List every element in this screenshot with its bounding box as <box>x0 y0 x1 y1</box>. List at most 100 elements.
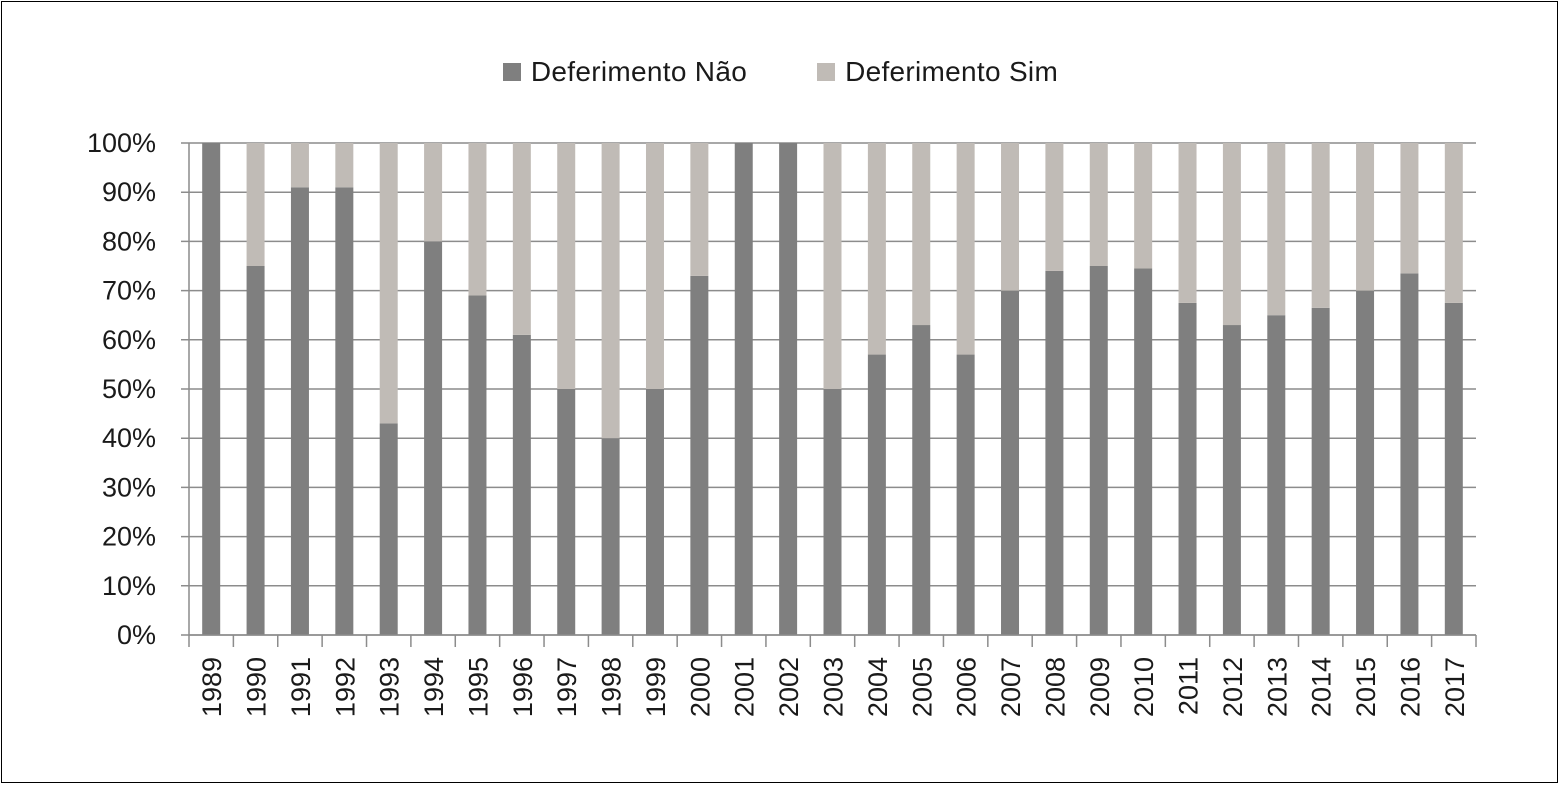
x-tick-label: 1997 <box>552 657 582 717</box>
x-tick-label: 2004 <box>863 657 893 717</box>
y-tick-label: 100% <box>87 128 156 158</box>
x-tick-label: 1993 <box>375 657 405 717</box>
bar-nao-2008 <box>1045 270 1064 635</box>
bar-nao-2010 <box>1134 268 1153 635</box>
bar-nao-2007 <box>1001 290 1020 635</box>
x-tick-label: 2013 <box>1262 657 1292 717</box>
bar-nao-2003 <box>823 389 842 635</box>
legend-swatch-sim <box>817 63 836 81</box>
y-tick-label: 70% <box>102 276 156 306</box>
x-tick-label: 2015 <box>1351 657 1381 717</box>
bar-nao-1996 <box>512 334 531 635</box>
x-tick-label: 2008 <box>1040 657 1070 717</box>
x-tick-label: 1991 <box>286 657 316 717</box>
bar-nao-1997 <box>557 389 576 635</box>
bar-sim-1998 <box>601 143 620 439</box>
bar-sim-1990 <box>246 143 265 266</box>
y-tick-label: 30% <box>102 472 156 502</box>
bar-nao-2012 <box>1222 325 1241 635</box>
x-tick-label: 2003 <box>819 657 849 717</box>
bar-nao-1990 <box>246 266 265 635</box>
bar-nao-2014 <box>1311 307 1330 635</box>
bar-sim-2014 <box>1311 143 1330 308</box>
bar-sim-1991 <box>290 143 309 188</box>
bar-sim-2010 <box>1134 143 1153 269</box>
x-tick-label: 2006 <box>952 657 982 717</box>
bar-sim-2003 <box>823 143 842 389</box>
bar-sim-2016 <box>1400 143 1419 274</box>
bar-nao-1995 <box>468 295 487 635</box>
bar-nao-2000 <box>690 275 709 635</box>
bar-sim-2011 <box>1178 143 1197 303</box>
bar-sim-1999 <box>645 143 664 389</box>
x-tick-label: 1998 <box>597 657 627 717</box>
bars <box>202 143 1463 635</box>
y-axis-ticks: 0% 10% 20% 30% 40% 50% 60% 70% 80% 90% 100% <box>87 128 156 650</box>
bar-sim-1995 <box>468 143 487 296</box>
x-tick-label: 2010 <box>1129 657 1159 717</box>
x-tick-label: 2017 <box>1440 657 1470 717</box>
bar-sim-1993 <box>379 143 398 424</box>
y-tick-label: 50% <box>102 374 156 404</box>
x-tick-label: 2016 <box>1395 657 1425 717</box>
bar-nao-2015 <box>1356 290 1375 635</box>
y-tick-label: 10% <box>102 571 156 601</box>
bar-nao-2005 <box>912 325 931 635</box>
x-axis-ticks: 1989 1990 1991 1992 1993 1994 1995 1996 1997 1998… <box>197 657 1470 717</box>
y-tick-label: 60% <box>102 325 156 355</box>
bar-nao-2009 <box>1089 266 1108 635</box>
x-tick-label: 1996 <box>508 657 538 717</box>
bar-sim-1997 <box>557 143 576 389</box>
bar-sim-2004 <box>867 143 886 355</box>
bar-sim-1994 <box>424 143 443 242</box>
y-tick-label: 80% <box>102 226 156 256</box>
bar-sim-2009 <box>1089 143 1108 266</box>
y-tick-label: 20% <box>102 522 156 552</box>
x-tick-label: 2000 <box>685 657 715 717</box>
bar-nao-2006 <box>956 354 975 635</box>
x-tick-label: 1999 <box>641 657 671 717</box>
bar-nao-1998 <box>601 438 620 635</box>
bar-sim-2015 <box>1356 143 1375 291</box>
legend-swatch-nao <box>502 63 521 81</box>
bar-nao-1993 <box>379 423 398 635</box>
bar-sim-2000 <box>690 143 709 276</box>
bar-nao-2011 <box>1178 302 1197 635</box>
chart-legend: Deferimento Não Deferimento Sim <box>0 52 1561 92</box>
bar-sim-2017 <box>1444 143 1463 303</box>
x-tick-label: 2011 <box>1174 657 1204 715</box>
legend-item-nao: Deferimento Não <box>502 56 748 88</box>
bar-sim-1992 <box>335 143 354 188</box>
x-tick-label: 1995 <box>463 657 493 717</box>
legend-label-nao: Deferimento Não <box>530 56 748 87</box>
y-tick-label: 0% <box>117 620 156 650</box>
bar-nao-1994 <box>424 241 443 635</box>
bar-nao-2002 <box>779 143 798 635</box>
bar-nao-1991 <box>290 187 309 635</box>
bar-nao-2017 <box>1444 302 1463 635</box>
x-tick-label: 2009 <box>1085 657 1115 717</box>
bar-nao-1999 <box>645 389 664 635</box>
x-tick-label: 2005 <box>907 657 937 717</box>
bar-sim-2012 <box>1222 143 1241 326</box>
bar-nao-2004 <box>867 354 886 635</box>
x-tick-label: 2012 <box>1218 657 1248 717</box>
bar-nao-1989 <box>202 143 221 635</box>
x-tick-label: 1990 <box>242 657 272 717</box>
legend-item-sim: Deferimento Sim <box>817 56 1058 88</box>
bar-sim-2007 <box>1001 143 1020 291</box>
x-tick-label: 1989 <box>197 657 227 717</box>
bar-sim-2008 <box>1045 143 1064 271</box>
y-tick-label: 90% <box>102 177 156 207</box>
x-tick-label: 1994 <box>419 657 449 717</box>
x-tick-label: 2002 <box>774 657 804 717</box>
bar-nao-1992 <box>335 187 354 635</box>
bar-nao-2013 <box>1267 315 1286 635</box>
bar-sim-1996 <box>512 143 531 335</box>
bar-nao-2001 <box>734 143 753 635</box>
x-tick-label: 2007 <box>996 657 1026 717</box>
legend-label-sim: Deferimento Sim <box>845 56 1059 87</box>
bar-sim-2005 <box>912 143 931 326</box>
x-tick-label: 2001 <box>730 657 760 717</box>
